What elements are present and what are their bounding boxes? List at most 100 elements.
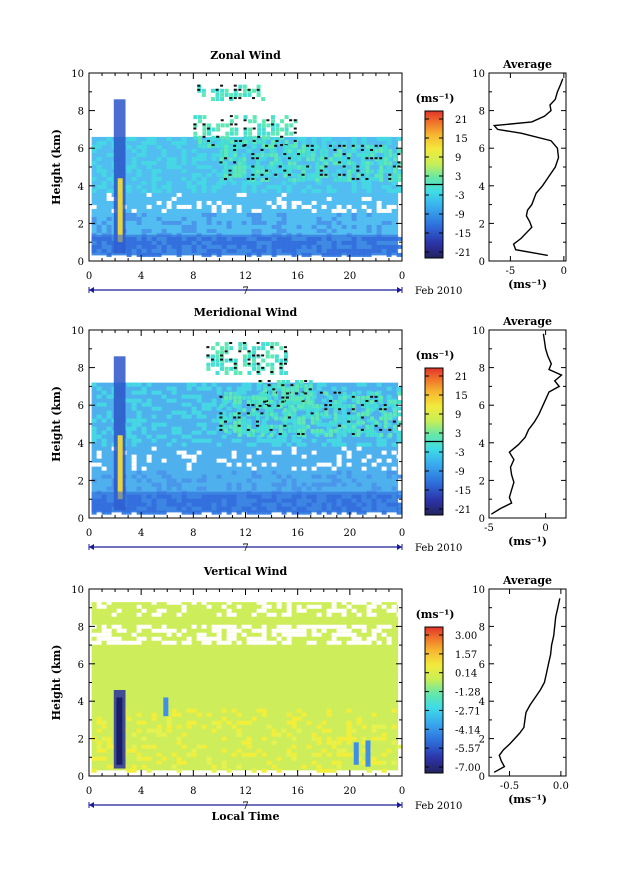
profile-y-tick: 4 <box>479 697 485 708</box>
average-profile: Average 0 2 4 6 8 10 -0.5 0.0 (ms⁻¹) <box>472 574 569 806</box>
profile-y-tick: 0 <box>479 772 485 783</box>
colorbar-tick: -9 <box>455 467 465 478</box>
x-tick-label: 12 <box>239 786 252 797</box>
x-axis: 0 4 8 12 16 20 0 7 Feb 2010 <box>86 73 462 297</box>
y-tick-label: 10 <box>71 69 84 80</box>
x-axis: 0 4 8 12 16 20 0 7 Feb 2010 <box>86 330 462 554</box>
profile-y-tick: 4 <box>479 182 485 193</box>
heatmap <box>91 589 402 773</box>
colorbar-tick: 15 <box>455 134 468 145</box>
y-axis: 0 2 4 6 8 10 Height (km) <box>50 326 402 525</box>
profile-y-tick: 8 <box>479 364 485 375</box>
profile-frame <box>488 329 567 519</box>
profile-title: Average <box>502 315 552 328</box>
y-tick-label: 0 <box>78 514 84 525</box>
colorbar-tick: -2.71 <box>455 706 481 717</box>
low-band <box>91 234 399 256</box>
downdraft-core <box>116 697 123 765</box>
month-label: Feb 2010 <box>415 543 462 554</box>
y-axis-label: Height (km) <box>50 129 63 205</box>
profile-title: Average <box>502 574 552 587</box>
colorbar-gradient <box>424 626 444 774</box>
profile-y-tick: 2 <box>479 476 485 487</box>
month-label: Feb 2010 <box>415 801 462 812</box>
profile-y-tick: 0 <box>479 257 485 268</box>
x-tick-label: 4 <box>138 786 144 797</box>
profile-line <box>490 333 563 515</box>
colorbar-tick: -9 <box>455 210 465 221</box>
y-tick-label: 8 <box>78 622 84 633</box>
y-tick-label: 8 <box>78 107 84 118</box>
y-tick-label: 6 <box>78 660 84 671</box>
y-tick-label: 10 <box>71 326 84 337</box>
profile-x-tick: -5 <box>484 523 494 534</box>
colorbar-tick: 9 <box>455 410 461 421</box>
date-label: 7 <box>242 543 248 554</box>
y-tick-label: 4 <box>78 439 84 450</box>
heatmap <box>91 342 402 515</box>
colorbar-tick: -7.00 <box>455 763 481 774</box>
x-axis: 0 4 8 12 16 20 0 7 Feb 2010 Local Time <box>86 589 462 823</box>
y-axis-label: Height (km) <box>50 386 63 462</box>
y-tick-label: 4 <box>78 182 84 193</box>
profile-y-tick: 4 <box>479 439 485 450</box>
profile-x-tick: -0.5 <box>500 781 519 792</box>
x-tick-label: 8 <box>190 786 196 797</box>
profile-frame <box>488 588 567 777</box>
date-label: 7 <box>242 801 248 812</box>
profile-y-tick: 6 <box>479 660 485 671</box>
profile-line <box>492 78 564 257</box>
x-tick-label: 0 <box>86 528 92 539</box>
colorbar-tick: 0.14 <box>455 669 477 680</box>
x-axis-label: Local Time <box>212 810 280 823</box>
y-tick-label: 0 <box>78 772 84 783</box>
colorbar-tick: 15 <box>455 391 468 402</box>
colorbar-unit: (ms⁻¹) <box>416 608 455 621</box>
profile-y-tick: 10 <box>472 585 485 596</box>
colorbar-tick: -15 <box>455 229 471 240</box>
colorbar-tick: -3 <box>455 448 465 459</box>
x-tick-label: 16 <box>291 528 304 539</box>
colorbar-tick: -21 <box>455 505 471 516</box>
positive-core <box>117 178 123 243</box>
colorbar-tick: 21 <box>455 372 468 383</box>
gap <box>91 589 399 603</box>
profile-y-tick: 8 <box>479 107 485 118</box>
colorbar-tick: -5.57 <box>455 744 481 755</box>
profile-y-tick: 6 <box>479 401 485 412</box>
x-tick-label: 0 <box>399 271 405 282</box>
profile-x-tick: 0 <box>542 523 548 534</box>
positive-core <box>117 435 123 500</box>
panel-title: Zonal Wind <box>210 49 281 62</box>
y-tick-label: 2 <box>78 219 84 230</box>
y-tick-label: 6 <box>78 144 84 155</box>
colorbar-tick: 1.57 <box>455 650 477 661</box>
profile-x-tick: 0 <box>561 266 567 277</box>
x-tick-label: 12 <box>239 271 252 282</box>
low-band <box>91 491 399 513</box>
profile-y-tick: 10 <box>472 326 485 337</box>
heatmap <box>91 84 402 257</box>
x-tick-label: 12 <box>239 528 252 539</box>
profile-y-tick: 10 <box>472 69 485 80</box>
convective-column <box>113 99 126 254</box>
profile-y-tick: 2 <box>479 735 485 746</box>
panel-title: Meridional Wind <box>194 306 298 319</box>
downdraft-0 <box>163 697 169 717</box>
colorbar-tick: -1.28 <box>455 688 481 699</box>
y-tick-label: 4 <box>78 697 84 708</box>
y-axis: 0 2 4 6 8 10 Height (km) <box>50 585 402 783</box>
colorbar-tick: 3.00 <box>455 631 477 642</box>
y-tick-label: 8 <box>78 364 84 375</box>
date-label: 7 <box>242 286 248 297</box>
x-tick-label: 4 <box>138 271 144 282</box>
colorbar-tick: 21 <box>455 115 468 126</box>
panel-title: Vertical Wind <box>203 565 288 578</box>
y-axis: 0 2 4 6 8 10 Height (km) <box>50 69 402 268</box>
x-tick-label: 20 <box>343 786 356 797</box>
colorbar: (ms⁻¹)21 15 9 3 -3 -9 -15 -21 <box>416 92 472 259</box>
